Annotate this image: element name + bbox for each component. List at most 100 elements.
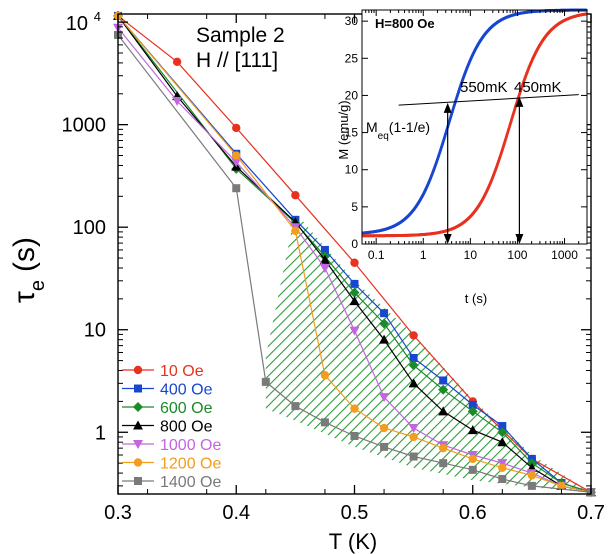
y-tick-label: 1000 <box>62 115 107 137</box>
data-point <box>409 331 418 340</box>
legend-marker <box>133 402 143 412</box>
legend-entry: 1400 Oe <box>122 474 221 491</box>
data-point <box>498 422 507 431</box>
legend-entry: 10 Oe <box>122 363 204 380</box>
data-point <box>172 57 182 67</box>
arrow-head-up <box>515 96 524 107</box>
inset-frame <box>361 9 588 245</box>
data-point <box>232 184 241 193</box>
data-point <box>379 423 389 433</box>
legend-marker <box>133 440 143 449</box>
data-point <box>379 334 390 344</box>
legend-label: 1400 Oe <box>160 474 221 491</box>
x-axis-label: T (K) <box>329 529 377 554</box>
data-point <box>409 452 418 461</box>
data-point <box>320 418 329 427</box>
inset-label-550mK: 550mK <box>460 79 508 96</box>
legend-entry: 1200 Oe <box>122 456 221 473</box>
meq-reference-line <box>398 94 579 106</box>
legend-label: 10 Oe <box>160 363 204 380</box>
data-point <box>527 481 536 490</box>
data-point <box>380 309 389 318</box>
y-tick-exponent: 4 <box>94 9 101 24</box>
data-point <box>438 384 449 395</box>
y-tick-label: 1 <box>95 422 106 444</box>
data-point <box>438 443 448 453</box>
data-point <box>438 406 449 416</box>
data-point <box>350 431 359 440</box>
legend-marker <box>134 477 142 485</box>
data-point <box>349 296 360 306</box>
double-arrow <box>515 96 524 244</box>
data-point <box>527 471 537 480</box>
data-point <box>172 97 183 107</box>
legend-marker <box>133 458 143 467</box>
data-point <box>468 465 477 474</box>
data-point <box>498 475 507 484</box>
x-tick-label: 0.7 <box>577 502 605 524</box>
data-point <box>468 454 477 464</box>
data-point <box>409 354 418 363</box>
annotation-sample: Sample 2 <box>196 24 285 47</box>
legend-marker <box>134 384 142 393</box>
inset-y-tick-label: 20 <box>345 88 359 102</box>
data-point <box>408 378 419 388</box>
axis-labels: T (K) τe(s) <box>8 237 377 554</box>
inset-meq-label: Meq(1-1/e) <box>366 119 430 142</box>
data-point <box>232 151 241 160</box>
data-point <box>291 402 300 411</box>
inset-x-tick-label: 1 <box>420 248 427 262</box>
legend-label: 800 Oe <box>160 419 213 436</box>
data-point <box>349 287 360 298</box>
inset-y-tick-label: 0 <box>351 237 358 251</box>
inset-title: H=800 Oe <box>375 16 435 31</box>
inset-labels: H=800 Oe 550mK 450mK Meq(1-1/e) t (s) M … <box>336 16 562 306</box>
legend-label: 600 Oe <box>160 400 213 417</box>
data-point <box>379 318 390 329</box>
y-tick-label: 10 <box>66 13 88 35</box>
data-point <box>379 393 390 403</box>
inset-label-450mK: 450mK <box>514 79 562 96</box>
data-point <box>349 326 360 336</box>
data-point <box>232 123 241 133</box>
data-point <box>320 371 330 380</box>
x-tick-label: 0.4 <box>222 502 250 524</box>
data-point <box>350 404 359 413</box>
data-point <box>350 258 359 267</box>
double-arrow <box>443 102 452 244</box>
data-point <box>439 459 448 468</box>
inset-x-tick-label: 1000 <box>551 248 578 262</box>
data-point <box>467 425 478 435</box>
data-point <box>439 376 448 385</box>
legend-marker <box>133 420 143 430</box>
data-point <box>261 377 270 386</box>
legend-label: 1000 Oe <box>160 437 221 454</box>
x-tick-label: 0.3 <box>104 502 132 524</box>
sample-annotation: Sample 2 H // [111] <box>196 24 285 72</box>
x-tick-label: 0.6 <box>459 502 487 524</box>
legend-entry: 800 Oe <box>122 419 213 436</box>
data-point <box>408 360 419 371</box>
data-point <box>467 406 478 417</box>
data-point <box>409 432 418 442</box>
inset-y-tick-label: 30 <box>345 14 359 28</box>
data-point <box>291 191 300 200</box>
inset-y-label: M (emu/g) <box>336 100 351 159</box>
x-tick-label: 0.5 <box>341 502 369 524</box>
series-line <box>117 27 592 493</box>
inset-y-tick-label: 10 <box>345 163 359 177</box>
legend-marker <box>133 365 143 375</box>
data-point <box>380 442 389 451</box>
inset-y-tick-label: 25 <box>345 51 359 65</box>
inset-x-tick-label: 100 <box>507 248 527 262</box>
data-point <box>557 481 566 491</box>
legend-entry: 600 Oe <box>122 400 213 417</box>
inset-x-tick-label: 10 <box>464 248 478 262</box>
legend-entry: 400 Oe <box>122 382 213 399</box>
inset-plot: 0.1 1 10 100 1000 0 5 10 15 20 25 30 <box>345 8 588 262</box>
data-point <box>350 279 359 288</box>
data-point <box>497 437 508 447</box>
